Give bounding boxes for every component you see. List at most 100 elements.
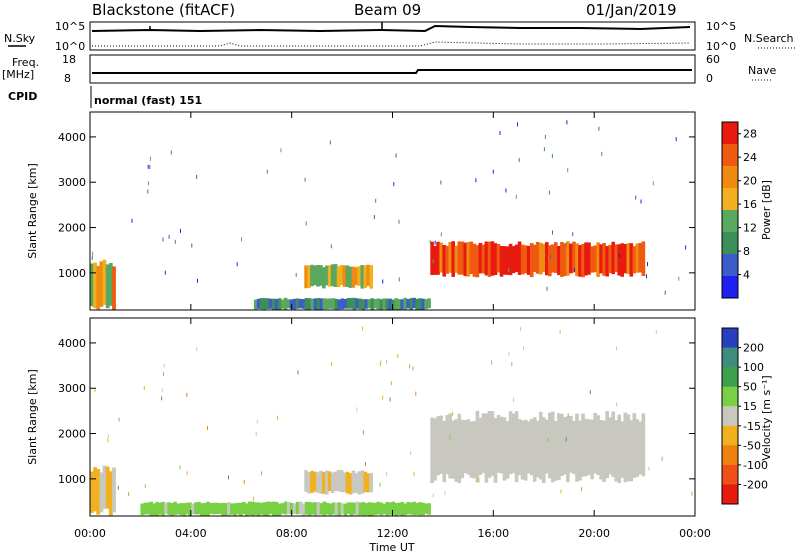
data-cell-1-3-33 [239, 502, 243, 516]
data-cell-1-2-52 [587, 419, 591, 475]
data-cell-1-3-2 [146, 502, 150, 515]
data-cell-0-1-7 [325, 265, 329, 286]
noise-point-0-45 [552, 230, 553, 235]
noise-point-0-35 [565, 242, 567, 247]
data-cell-0-2-27 [511, 246, 516, 274]
time-axis-label: Time UT [368, 541, 414, 554]
data-cell-1-2-64 [623, 412, 628, 483]
data-cell-1-3-93 [418, 502, 422, 516]
noise-point-1-15 [581, 487, 583, 492]
data-cell-0-2-54 [593, 245, 597, 273]
data-cell-0-3-44 [385, 298, 390, 310]
data-cell-1-2-69 [638, 421, 643, 475]
data-cell-1-3-56 [307, 501, 312, 516]
noise-point-1-19 [508, 352, 510, 357]
data-cell-1-3-83 [388, 502, 393, 515]
colorbar-segment-0-2 [722, 166, 738, 189]
y-tick-label-0-1: 2000 [58, 222, 86, 235]
noise-point-1-13 [104, 470, 106, 475]
noise-point-1-45 [196, 347, 198, 352]
noise-point-0-14 [566, 120, 568, 125]
noise-point-0-17 [236, 262, 238, 267]
colorbar-segment-0-7 [722, 276, 738, 299]
noise-point-0-32 [517, 122, 518, 127]
data-cell-1-3-44 [271, 501, 276, 516]
data-cell-1-0-1 [93, 467, 97, 512]
noise-point-0-37 [573, 267, 575, 272]
noise-point-1-11 [228, 475, 229, 480]
data-cell-0-3-41 [376, 298, 381, 310]
data-cell-1-1-12 [339, 470, 344, 493]
data-cell-1-1-9 [330, 472, 335, 493]
colorbar-tick-label-1-4: -15 [743, 420, 761, 433]
velocity-panel: 1000 2000 3000 4000 Slant Range [km] 200 100… [26, 317, 773, 517]
data-cell-1-2-56 [599, 419, 603, 480]
data-cell-1-3-73 [358, 502, 363, 516]
data-cell-0-3-24 [325, 298, 330, 310]
noise-point-0-39 [375, 198, 377, 203]
data-cell-0-2-37 [542, 243, 546, 273]
data-cell-1-2-13 [469, 421, 474, 478]
data-cell-0-1-15 [348, 266, 353, 288]
noise-point-1-35 [397, 354, 399, 358]
data-cell-1-2-11 [463, 420, 468, 474]
data-cell-0-2-5 [445, 245, 449, 274]
noise-point-0-57 [149, 165, 151, 169]
freq-label: Freq. [12, 56, 39, 69]
data-cell-0-3-19 [310, 298, 315, 309]
colorbar-tick-label-0-4: 20 [743, 175, 757, 188]
data-cell-1-1-20 [363, 471, 368, 493]
noise-point-0-64 [518, 158, 520, 162]
noise-point-1-64 [567, 413, 569, 417]
noise-point-1-8 [452, 463, 454, 468]
data-cell-1-3-94 [421, 502, 425, 516]
data-cell-0-3-54 [415, 298, 419, 310]
data-cell-0-3-50 [403, 297, 407, 310]
noise-point-0-55 [398, 219, 400, 224]
data-cell-1-3-71 [352, 502, 357, 515]
data-cell-1-3-90 [409, 502, 413, 515]
noise-point-1-2 [410, 451, 412, 456]
data-cell-1-0-5 [105, 466, 110, 509]
noise-point-0-54 [647, 262, 648, 267]
data-cell-1-2-23 [499, 416, 504, 474]
data-cell-0-0-0 [90, 263, 94, 307]
noise-point-1-34 [389, 397, 391, 402]
data-cell-1-2-42 [557, 413, 561, 481]
power-colorbar: 4 8 12 16 20 24 28 [721, 121, 757, 299]
freq-trace [92, 69, 692, 74]
data-cell-0-3-20 [313, 298, 318, 310]
data-cell-1-3-43 [268, 501, 273, 514]
nsky-panel: N.Sky 10^5 10^0 10^5 10^0 N.Search [4, 20, 796, 53]
colorbar-tick-label-0-1: 8 [743, 245, 750, 258]
data-cell-0-2-32 [526, 245, 531, 275]
data-cell-0-2-42 [557, 246, 561, 276]
data-cell-0-0-3 [99, 261, 104, 307]
noise-point-1-62 [379, 362, 381, 367]
noise-point-1-0 [452, 411, 454, 416]
noise-point-0-30 [544, 134, 546, 139]
data-cell-1-3-76 [367, 502, 372, 516]
noise-point-0-6 [241, 237, 242, 242]
data-cell-1-3-74 [361, 502, 366, 516]
data-cell-1-2-8 [454, 419, 459, 482]
data-cell-1-3-4 [152, 503, 156, 516]
data-cell-1-3-70 [349, 502, 354, 516]
data-cell-0-2-39 [548, 245, 552, 277]
data-cell-1-2-59 [608, 417, 612, 475]
data-cell-0-2-52 [587, 242, 591, 275]
data-cell-0-2-59 [608, 245, 612, 274]
data-cell-1-2-14 [472, 421, 477, 479]
power-frame [89, 111, 696, 311]
data-cell-0-2-4 [442, 245, 446, 277]
data-cell-1-3-52 [295, 501, 300, 515]
noise-point-1-47 [179, 465, 181, 470]
data-cell-0-3-40 [373, 299, 378, 309]
data-cell-0-1-4 [316, 265, 320, 287]
noise-point-1-18 [478, 478, 480, 483]
noise-point-0-27 [475, 178, 477, 183]
data-cell-1-3-62 [325, 502, 330, 515]
data-cell-1-3-48 [283, 501, 288, 515]
noise-point-1-12 [520, 327, 521, 332]
data-cell-0-2-70 [641, 241, 646, 276]
